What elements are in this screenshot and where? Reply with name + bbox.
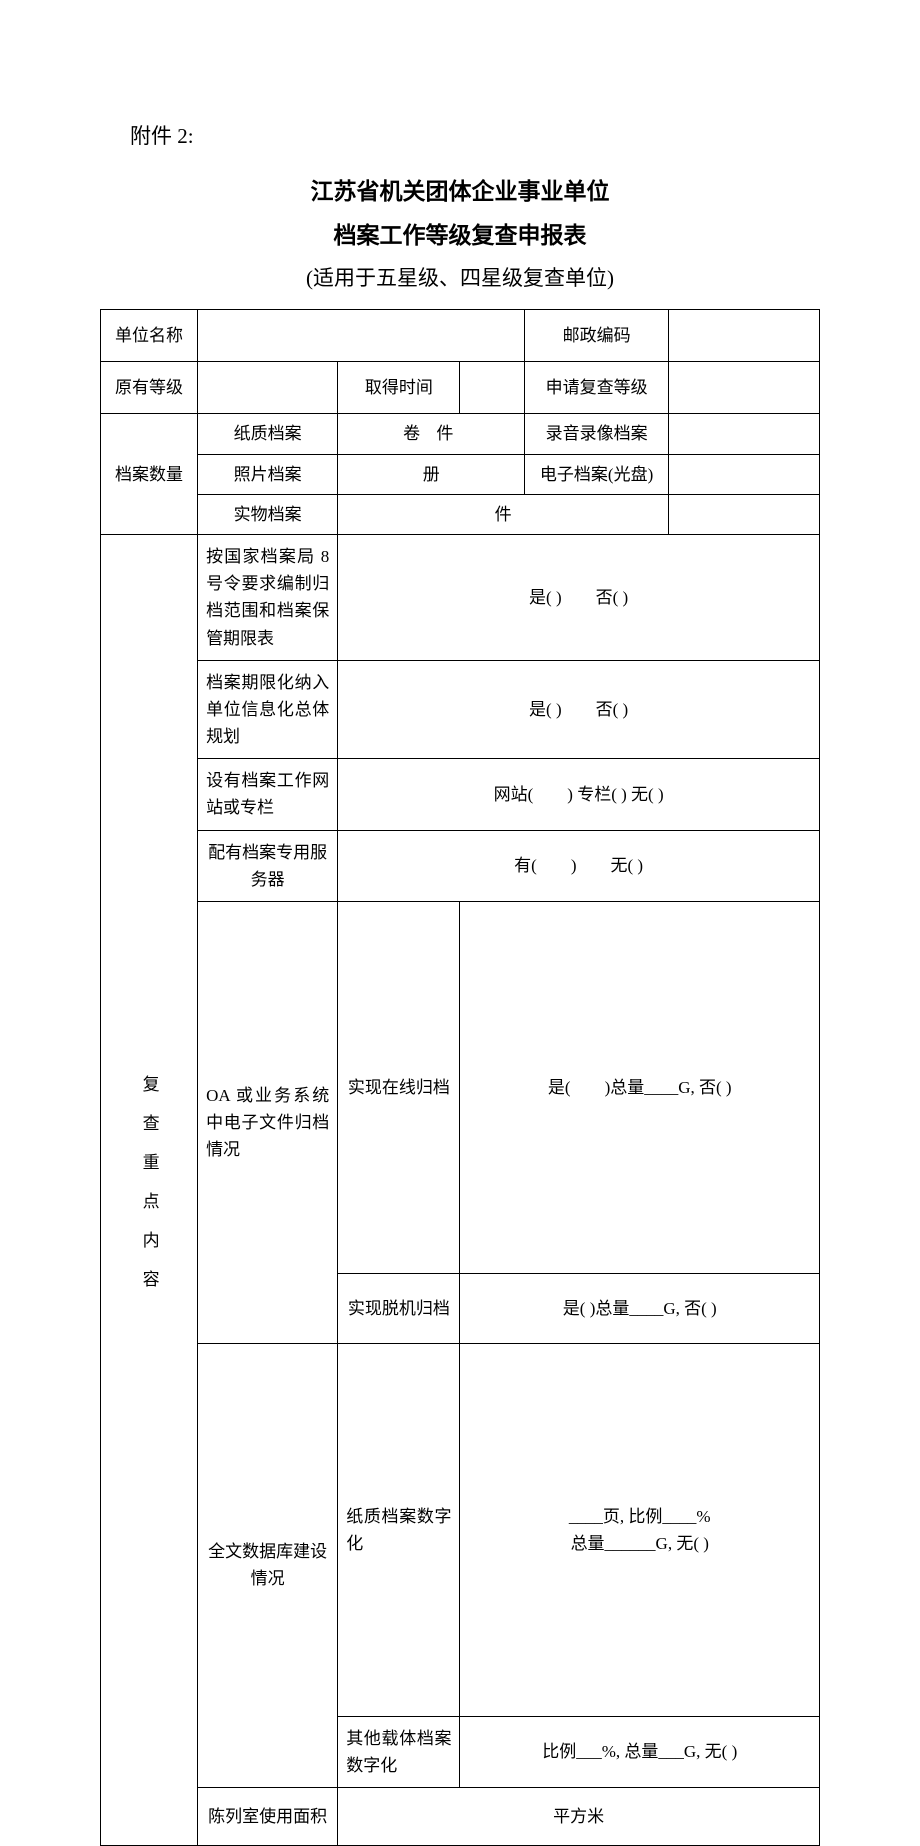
row-item-6a: 全文数据库建设情况 纸质档案数字化 ____页, 比例____% 总量_____… [101, 1343, 820, 1716]
item7-value[interactable]: 平方米 [338, 1788, 820, 1846]
title-block: 江苏省机关团体企业事业单位 档案工作等级复查申报表 (适用于五星级、四星级复查单… [100, 170, 820, 299]
row-archive-qty-1: 档案数量 纸质档案 卷 件 录音录像档案 [101, 414, 820, 454]
apply-level-value[interactable] [668, 362, 819, 414]
item4-label: 配有档案专用服务器 [198, 830, 338, 901]
original-level-label: 原有等级 [101, 362, 198, 414]
attachment-label: 附件 2: [130, 120, 820, 150]
row-unit-name: 单位名称 邮政编码 [101, 310, 820, 362]
item6a-value[interactable]: ____页, 比例____% 总量______G, 无( ) [460, 1343, 820, 1716]
obtain-time-label: 取得时间 [338, 362, 460, 414]
item1-label: 按国家档案局 8 号令要求编制归档范围和档案保管期限表 [198, 534, 338, 660]
row-item-3: 设有档案工作网站或专栏 网站( ) 专栏( ) 无( ) [101, 759, 820, 830]
audio-video-label: 录音录像档案 [525, 414, 669, 454]
item5a-label: 实现在线归档 [338, 902, 460, 1274]
item5-label: OA 或业务系统中电子文件归档情况 [198, 902, 338, 1344]
archive-qty-label: 档案数量 [101, 414, 198, 535]
volume-piece-label: 卷 件 [338, 414, 525, 454]
item1-value[interactable]: 是( ) 否( ) [338, 534, 820, 660]
item4-value[interactable]: 有( ) 无( ) [338, 830, 820, 901]
unit-name-label: 单位名称 [101, 310, 198, 362]
item5b-value[interactable]: 是( )总量____G, 否( ) [460, 1273, 820, 1343]
item7-label: 陈列室使用面积 [198, 1788, 338, 1846]
postal-code-label: 邮政编码 [525, 310, 669, 362]
item6-label: 全文数据库建设情况 [198, 1343, 338, 1787]
row-item-1: 复查重点内容 按国家档案局 8 号令要求编制归档范围和档案保管期限表 是( ) … [101, 534, 820, 660]
original-level-value[interactable] [198, 362, 338, 414]
row-item-4: 配有档案专用服务器 有( ) 无( ) [101, 830, 820, 901]
electronic-value[interactable] [668, 454, 819, 494]
subtitle: (适用于五星级、四星级复查单位) [100, 257, 820, 299]
row-archive-qty-3: 实物档案 件 [101, 494, 820, 534]
album-label: 册 [338, 454, 525, 494]
electronic-label: 电子档案(光盘) [525, 454, 669, 494]
application-form-table: 单位名称 邮政编码 原有等级 取得时间 申请复查等级 档案数量 纸质档案 卷 件… [100, 309, 820, 1846]
item2-label: 档案期限化纳入单位信息化总体规划 [198, 660, 338, 759]
item6a-label: 纸质档案数字化 [338, 1343, 460, 1716]
paper-archive-label: 纸质档案 [198, 414, 338, 454]
audio-video-value[interactable] [668, 414, 819, 454]
obtain-time-value[interactable] [460, 362, 525, 414]
item5a-value[interactable]: 是( )总量____G, 否( ) [460, 902, 820, 1274]
item2-value[interactable]: 是( ) 否( ) [338, 660, 820, 759]
row-item-2: 档案期限化纳入单位信息化总体规划 是( ) 否( ) [101, 660, 820, 759]
row-item-7: 陈列室使用面积 平方米 [101, 1788, 820, 1846]
item6b-label: 其他载体档案数字化 [338, 1716, 460, 1787]
apply-level-label: 申请复查等级 [525, 362, 669, 414]
physical-value[interactable] [668, 494, 819, 534]
title-line-2: 档案工作等级复查申报表 [100, 214, 820, 258]
item5b-label: 实现脱机归档 [338, 1273, 460, 1343]
photo-archive-label: 照片档案 [198, 454, 338, 494]
item3-label: 设有档案工作网站或专栏 [198, 759, 338, 830]
row-original-level: 原有等级 取得时间 申请复查等级 [101, 362, 820, 414]
row-item-5a: OA 或业务系统中电子文件归档情况 实现在线归档 是( )总量____G, 否(… [101, 902, 820, 1274]
review-vertical-label: 复查重点内容 [101, 534, 198, 1845]
item3-value[interactable]: 网站( ) 专栏( ) 无( ) [338, 759, 820, 830]
piece-label: 件 [338, 494, 669, 534]
row-archive-qty-2: 照片档案 册 电子档案(光盘) [101, 454, 820, 494]
physical-label: 实物档案 [198, 494, 338, 534]
item6b-value[interactable]: 比例___%, 总量___G, 无( ) [460, 1716, 820, 1787]
postal-code-value[interactable] [668, 310, 819, 362]
unit-name-value[interactable] [198, 310, 525, 362]
title-line-1: 江苏省机关团体企业事业单位 [100, 170, 820, 214]
